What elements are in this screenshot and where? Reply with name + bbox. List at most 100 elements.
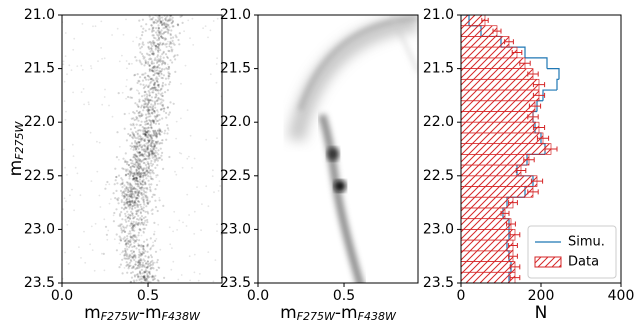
density-dot (144, 174, 147, 177)
density-dot (132, 177, 136, 180)
density-dot (126, 271, 129, 274)
density-dot (164, 30, 168, 33)
density-dot (129, 128, 132, 131)
y-tick-label: 23.5 (24, 275, 55, 291)
density-dot (152, 275, 155, 279)
density-dot (63, 80, 66, 83)
density-dot (158, 67, 161, 70)
density-dot (143, 171, 146, 174)
density-dot (104, 88, 106, 91)
density-dot (164, 37, 167, 40)
density-dot (123, 257, 126, 260)
density-dot (158, 266, 161, 269)
density-dot (157, 266, 160, 269)
y-tick-label: 21.5 (423, 61, 454, 77)
density-dot (72, 155, 75, 158)
density-dot (143, 91, 146, 94)
density-dot (150, 18, 153, 21)
density-dot (133, 224, 136, 227)
density-dot (139, 271, 142, 274)
density-dot (123, 267, 126, 269)
density-dot (147, 256, 150, 259)
density-dot (125, 226, 128, 229)
x-axis-label: mF275W-mF438W (84, 303, 201, 322)
density-dot (133, 224, 136, 227)
density-dot (134, 226, 137, 228)
density-dot (151, 171, 154, 174)
density-dot (136, 264, 140, 267)
density-dot (122, 157, 125, 160)
density-dot (138, 138, 141, 141)
density-dot (143, 181, 146, 184)
density-dot (151, 163, 155, 166)
density-dot (94, 25, 97, 28)
hist-bar (461, 46, 518, 59)
density-dot (184, 64, 187, 67)
density-dot (130, 145, 133, 148)
density-dot (151, 151, 154, 154)
density-dot (143, 271, 146, 274)
density-dot (76, 172, 79, 175)
density-dot (154, 57, 157, 60)
density-dot (145, 109, 148, 112)
density-dot (146, 131, 149, 134)
density-dot (133, 239, 136, 242)
density-dot (133, 235, 136, 238)
density-dot (144, 61, 147, 64)
density-dot (160, 158, 163, 161)
density-dot (154, 133, 157, 136)
density-dot (143, 138, 146, 141)
density-dot (142, 127, 145, 130)
density-dot (133, 153, 136, 156)
density-dot (128, 175, 131, 178)
density-dot (131, 207, 134, 210)
density-dot (123, 197, 126, 200)
density-dot (172, 42, 175, 45)
density-dot (134, 136, 137, 139)
density-dot (132, 186, 136, 189)
density-dot (125, 160, 128, 164)
density-dot (141, 221, 144, 224)
density-dot (146, 141, 150, 144)
density-dot (130, 276, 134, 279)
density-dot (129, 184, 132, 187)
density-dot (145, 262, 148, 265)
density-dot (140, 219, 143, 221)
density-dot (151, 60, 154, 63)
density-dot (154, 199, 157, 202)
density-dot (99, 206, 102, 208)
density-dot (126, 188, 130, 191)
density-dot (193, 271, 196, 274)
density-dot (153, 81, 156, 84)
density-dot (137, 195, 141, 198)
density-dot (116, 199, 120, 202)
density-dot (140, 34, 144, 37)
density-dot (153, 65, 156, 68)
density-dot (120, 229, 123, 232)
density-dot (151, 154, 154, 157)
density-dot (129, 200, 132, 204)
density-dot (152, 261, 155, 264)
density-dot (76, 65, 79, 67)
density-dot (142, 176, 145, 179)
density-dot (143, 174, 146, 177)
density-dot (133, 156, 137, 159)
density-dot (140, 215, 143, 218)
density-dot (169, 41, 172, 45)
density-dot (158, 19, 161, 22)
density-dot (149, 237, 152, 240)
density-dot (116, 198, 119, 201)
density-dot (142, 169, 145, 172)
hist-bar (461, 78, 540, 91)
density-dot (150, 52, 154, 56)
density-dot (180, 274, 183, 276)
density-dot (129, 134, 132, 137)
density-dot (145, 131, 148, 134)
density-dot (157, 97, 160, 100)
density-dot (132, 201, 135, 205)
density-dot (156, 174, 159, 177)
density-dot (158, 33, 161, 36)
density-dot (139, 261, 142, 264)
density-dot (63, 100, 66, 102)
density-dot (152, 129, 155, 132)
